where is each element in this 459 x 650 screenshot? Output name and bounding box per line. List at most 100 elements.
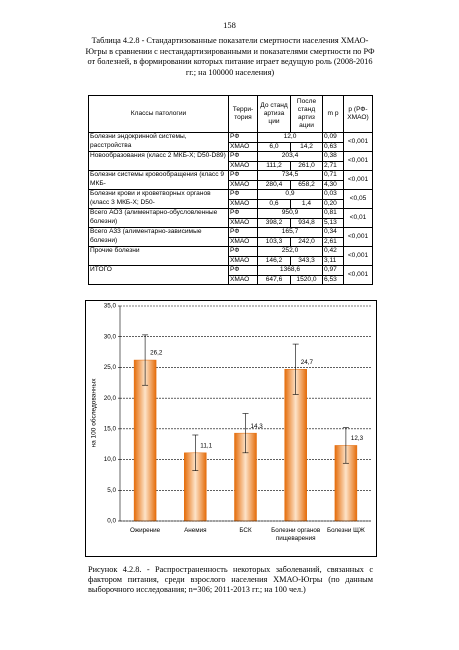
territory: ХМАО [228,255,258,266]
x-tick-label: Ожирение [130,527,161,534]
x-tick-label: Болезни органов пищеварения [271,527,321,542]
class-cell: ИТОГО [88,265,229,285]
territory: РФ [228,170,258,181]
value-label: 14,3 [251,423,264,430]
row-rf: Болезни эндокринной системы, расстройств… [88,132,373,152]
header-cell: До станд артиза ции [257,95,291,133]
row-rf: Новообразования (класс 2 МКБ-X; D50-D89)… [88,151,373,171]
row-rf: Всего А33 (алиментарно-зависимые болезни… [88,227,373,247]
row-hmao: ХМАО 111,2 261,0 2,71 [89,160,373,171]
m-value: 0,42 [322,246,344,257]
value-after: 343,3 [290,255,323,266]
territory: РФ [228,227,258,238]
page-number: 158 [223,20,236,30]
value-after: 934,8 [290,217,323,228]
territory: ХМАО [228,179,258,190]
class-name: Всего АОЗ (алиментарно-обусловленные бол… [90,209,218,225]
header-cell: Классы патологии [88,95,229,133]
p-value: <0,001 [343,151,373,171]
row-hmao: ХМАО 647,6 1520,0 6,53 [89,274,373,285]
value-before: 146,2 [257,255,291,266]
value-after: 14,2 [290,141,323,152]
y-tick-label: 15,0 [104,426,117,433]
territory: ХМАО [228,217,258,228]
m-value: 2,71 [322,160,344,171]
p-value: <0,001 [343,265,373,285]
row-rf: ИТОГО РФ 1368,6 0,97 <0,001 [88,265,373,285]
value-after: 658,2 [290,179,323,190]
p-value: <0,001 [343,246,373,266]
class-name: Болезни системы кровообращения (класс 9 … [90,171,224,187]
territory: РФ [228,265,258,276]
territory: ХМАО [228,274,258,285]
territory: РФ [228,246,258,257]
value-before: 6,0 [257,141,291,152]
territory: ХМАО [228,160,258,171]
y-tick-label: 0,0 [107,518,116,525]
p-value: <0,05 [343,189,373,209]
territory: ХМАО [228,236,258,247]
value-before: 398,2 [257,217,291,228]
value-before: 647,6 [257,274,291,285]
row-rf: Болезни системы кровообращения (класс 9 … [88,170,373,190]
class-name: ИТОГО [90,266,112,274]
value: 0,9 [257,189,323,200]
row-rf: Болезни крови и кроветворных органов (кл… [88,189,373,209]
chart-svg: на 100 обследованных 0,0 5,0 10,0 15,0 20,0 2… [90,303,371,525]
value-before: 103,3 [257,236,291,247]
m-value: 5,13 [322,217,344,228]
value: 12,0 [257,132,323,143]
y-axis-title: на 100 обследованных [90,378,98,448]
m-value: 0,09 [322,132,344,143]
value-after: 1,4 [290,198,323,209]
value-after: 242,0 [290,236,323,247]
value-after: 1520,0 [290,274,323,285]
table-caption: Таблица 4.2.8 - Стандартизованные показа… [85,36,375,77]
value-label: 11,1 [200,442,212,449]
value-label: 12,3 [351,435,364,442]
value: 950,9 [257,208,323,219]
value: 1368,6 [257,265,323,276]
class-name: Новообразования (класс 2 МКБ-X; D50-D89) [90,152,226,160]
m-value: 2,61 [322,236,344,247]
value-label: 24,7 [301,359,314,366]
y-tick-label: 30,0 [104,333,117,340]
y-tick-label: 25,0 [104,364,117,371]
chart: на 100 обследованных 0,0 5,0 10,0 15,0 20,0 2… [85,300,377,557]
class-cell: Болезни крови и кроветворных органов (кл… [88,189,229,209]
value-after: 261,0 [290,160,323,171]
class-name: Болезни эндокринной системы, расстройств… [90,133,187,149]
header-cell: m р [322,95,344,133]
value: 734,5 [257,170,323,181]
class-name: Всего А33 (алиментарно-зависимые болезни… [90,228,202,244]
row-hmao: ХМАО 6,0 14,2 0,63 [89,141,373,152]
x-tick-label: Болезни ЩЖ [326,527,365,534]
y-tick-label: 5,0 [107,487,116,494]
p-value: <0,001 [343,132,373,152]
territory: РФ [228,132,258,143]
p-value: <0,001 [343,170,373,190]
row-hmao: ХМАО 146,2 343,3 3,11 [89,255,373,266]
class-cell: Всего А33 (алиментарно-зависимые болезни… [88,227,229,247]
class-name: Прочие болезни [90,247,140,255]
value-before: 111,2 [257,160,291,171]
m-value: 0,20 [322,198,344,209]
p-value: <0,001 [343,227,373,247]
m-value: 0,71 [322,170,344,181]
m-value: 6,53 [322,274,344,285]
territory: ХМАО [228,141,258,152]
row-rf: Всего АОЗ (алиментарно-обусловленные бол… [88,208,373,228]
class-cell: Болезни эндокринной системы, расстройств… [88,132,229,152]
value: 165,7 [257,227,323,238]
value-label: 26,2 [150,350,163,357]
m-value: 3,11 [322,255,344,266]
header-cell: р (РФ-ХМАО) [343,95,373,133]
m-value: 0,97 [322,265,344,276]
m-value: 0,38 [322,151,344,162]
territory: ХМАО [228,198,258,209]
y-tick-label: 20,0 [104,395,117,402]
m-value: 4,30 [322,179,344,190]
y-tick-label: 35,0 [104,303,117,310]
class-cell: Новообразования (класс 2 МКБ-X; D50-D89) [88,151,229,171]
m-value: 0,03 [322,189,344,200]
